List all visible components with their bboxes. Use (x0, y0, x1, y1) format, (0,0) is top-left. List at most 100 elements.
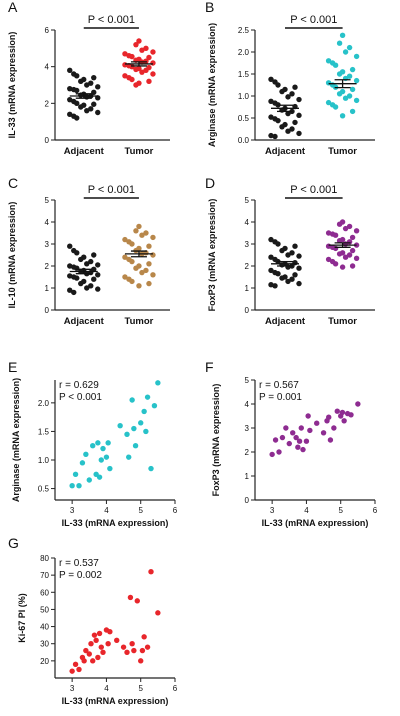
panel-c-data-point (133, 265, 139, 271)
panel-g-data-point (148, 569, 154, 575)
panel-c-data-point (122, 274, 128, 280)
panel-f-data-point (348, 412, 354, 418)
panel-a-data-point (74, 87, 80, 94)
panel-a-data-point (146, 54, 152, 61)
panel-e-data-point (126, 454, 132, 460)
panel-c-data-point (78, 256, 84, 263)
panel-e-y-tick-label: 0.5 (38, 485, 50, 494)
panel-d-data-point (292, 272, 298, 278)
panel-b-y-axis-label: Arginase (mRNA expression) (207, 23, 217, 147)
panel-g-y-tick-label: 30 (40, 640, 49, 649)
panel-a-data-point (74, 115, 80, 121)
panel-e-data-point (124, 431, 130, 437)
panel-c-data-point (74, 250, 80, 256)
panel-a-data-point (146, 78, 152, 85)
panel-e-data-point (69, 483, 75, 489)
panel-c-data-point (150, 252, 156, 258)
panel-b-data-point (342, 49, 349, 55)
panel-d-data-point (332, 261, 339, 267)
panel-a-data-point (129, 76, 135, 83)
panel-a-data-point (74, 100, 80, 107)
panel-d-data-point (353, 228, 360, 234)
panel-c-data-point (91, 276, 97, 282)
panel-d-data-point (353, 255, 360, 261)
panel-f-data-point (341, 418, 347, 424)
panel-c-data-point (71, 289, 77, 296)
panel-d-data-point (272, 283, 278, 289)
panel-g-x-tick-label: 3 (70, 684, 75, 693)
panel-a-x-category-label: Tumor (125, 146, 154, 157)
panel-g-data-point (91, 632, 98, 638)
panel-g-data-point (155, 610, 161, 616)
panel-a-y-tick-label: 6 (45, 26, 50, 35)
panel-b-data-point (272, 133, 278, 140)
panel-c-data-point (150, 234, 156, 241)
panel-f-y-tick-label: 5 (245, 376, 250, 385)
panel-c-data-point (122, 254, 128, 260)
panel-c-data-point (136, 223, 142, 230)
panel-f-data-point (303, 438, 310, 444)
panel-e-x-tick-label: 3 (70, 506, 75, 515)
panel-f-data-point (295, 444, 301, 450)
panel-a-y-tick-label: 2 (45, 99, 50, 108)
panel-f-data-point (293, 434, 299, 441)
panel-d-data-point (336, 221, 343, 227)
panel-e-data-point (100, 445, 106, 452)
panel-d-data-point (275, 271, 281, 277)
panel-a-data-point (150, 71, 156, 77)
panel-d-data-point (332, 232, 339, 238)
panel-b-data-point (332, 62, 339, 68)
panel-b-x-category-label: Adjacent (265, 146, 306, 157)
panel-c-data-point (143, 230, 149, 236)
panel-b-p-value: P < 0.001 (290, 14, 337, 26)
panel-g-y-axis-label: Ki-67 PI (%) (17, 593, 27, 643)
panel-e: E 3 4 5 6 0.5 1.0 1.5 2.0 Arginase (mRNA expressi… (8, 359, 178, 528)
panel-g-data-point (72, 661, 79, 667)
panel-b-data-point (292, 119, 298, 126)
panel-c-data-point (67, 243, 73, 249)
panel-a-data-point (91, 89, 97, 96)
panel-a-data-point (67, 67, 73, 74)
panel-c-y-tick-label: 2 (45, 262, 50, 271)
panel-d-data-point (349, 247, 356, 254)
panel-d-data-point (342, 254, 349, 260)
panel-b-data-point (353, 97, 360, 104)
panel-b-y-tick-label: 0.0 (238, 136, 250, 145)
panel-c-data-point (91, 252, 97, 258)
panel-d-data-point (285, 264, 291, 270)
panel-f-data-point (286, 440, 292, 447)
panel-b-data-point (353, 77, 360, 84)
panel-a-p-value: P < 0.001 (88, 14, 135, 26)
panel-d-x-category-label: Adjacent (265, 316, 306, 327)
panel-f-y-axis-label: FoxP3 (mRNA expression) (211, 384, 221, 497)
panel-b-data-point (353, 53, 360, 60)
panel-d-data-point (339, 264, 346, 270)
panel-c-data-point (139, 232, 145, 238)
panel-c-y-tick-label: 4 (45, 218, 50, 227)
panel-a-data-point (133, 66, 139, 73)
panel-c-data-point (88, 258, 94, 265)
panel-e-data-point (90, 443, 96, 449)
panel-a-data-point (139, 47, 145, 53)
panel-a-x-category-label: Adjacent (64, 146, 105, 157)
panel-e-data-point (96, 474, 103, 480)
panel-c: C 0 1 2 3 4 5 IL-10 (mRNA expression) Adjacent Tu… (7, 175, 170, 327)
panel-b-data-point (279, 124, 285, 130)
panel-g-data-point (95, 654, 101, 661)
panel-e-y-tick-label: 2.0 (38, 399, 50, 408)
panel-d-data-point (285, 278, 291, 285)
panel-f-data-point (272, 437, 279, 443)
panel-f-data-point (326, 414, 332, 420)
panel-b-data-point (296, 96, 302, 103)
panel-g-data-point (127, 594, 134, 601)
panel-d-data-point (268, 267, 274, 274)
panel-c-y-tick-label: 1 (45, 284, 50, 293)
panel-c-data-point (74, 275, 80, 281)
panel-f-x-tick-label: 4 (304, 506, 309, 515)
panel-d-data-point (289, 250, 295, 256)
panel-g-data-point (100, 649, 106, 655)
panel-a-data-point (74, 73, 80, 79)
panel-d-data-point (296, 265, 302, 271)
panel-a-data-point (95, 84, 101, 90)
panel-c-data-point (95, 286, 101, 292)
